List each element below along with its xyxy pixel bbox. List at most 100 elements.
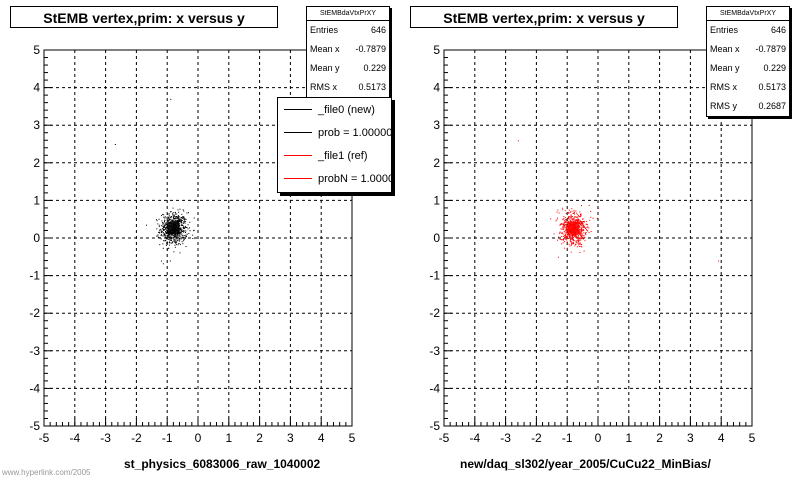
data-point	[590, 216, 592, 218]
stats-label: Entries	[310, 25, 339, 35]
data-point	[563, 226, 565, 228]
data-point	[187, 224, 189, 226]
data-point	[570, 237, 572, 239]
data-point	[580, 239, 582, 241]
x-tick-label: -1	[562, 431, 573, 445]
data-point	[176, 217, 178, 219]
data-point	[169, 235, 171, 237]
data-point	[155, 219, 157, 221]
data-point	[568, 243, 570, 245]
stats-value: 0.5173	[758, 82, 786, 92]
data-point	[178, 242, 180, 244]
data-point	[580, 222, 582, 224]
data-point	[580, 230, 582, 232]
data-point	[160, 225, 162, 227]
data-point	[566, 239, 568, 241]
data-point	[161, 215, 163, 217]
data-point	[578, 231, 580, 233]
data-point	[189, 230, 191, 232]
data-point	[169, 260, 171, 262]
data-point	[561, 228, 563, 230]
data-point	[165, 232, 167, 234]
data-point	[179, 243, 181, 245]
data-point	[577, 213, 579, 215]
data-point	[162, 222, 164, 224]
data-point	[562, 235, 564, 237]
data-point	[165, 229, 167, 231]
data-point	[164, 234, 166, 236]
data-point	[182, 217, 184, 219]
data-point	[179, 232, 181, 234]
data-point	[167, 213, 169, 215]
data-point	[565, 238, 567, 240]
data-point	[176, 236, 178, 238]
stats-value: -0.7879	[355, 44, 386, 54]
data-point	[164, 228, 166, 230]
x-tick-label: -5	[39, 431, 50, 445]
left-stats-row: Mean y 0.229	[307, 59, 389, 78]
data-point	[172, 241, 174, 243]
data-point	[576, 220, 578, 222]
data-point	[180, 220, 182, 222]
data-point	[579, 216, 581, 218]
data-point	[567, 212, 569, 214]
data-point	[559, 224, 561, 226]
data-point	[576, 240, 578, 242]
data-point	[177, 215, 179, 217]
data-point	[582, 223, 584, 225]
data-point	[565, 220, 567, 222]
data-point	[565, 224, 567, 226]
legend-line-icon	[284, 132, 312, 133]
data-point	[178, 216, 180, 218]
data-point	[175, 220, 177, 222]
data-point	[563, 231, 565, 233]
data-point	[186, 235, 188, 237]
data-point	[160, 228, 162, 230]
data-point	[170, 238, 172, 240]
data-point	[576, 246, 578, 248]
left-stats-name: StEMBdaVtxPrXY	[307, 7, 389, 21]
data-point	[184, 237, 186, 239]
data-point	[163, 234, 165, 236]
legend-line-icon	[284, 109, 312, 110]
data-point	[582, 226, 584, 228]
x-tick-label: -3	[100, 431, 111, 445]
legend-label: probN = 1.000000	[318, 172, 391, 185]
data-point	[582, 229, 584, 231]
data-point	[564, 231, 566, 233]
data-point	[182, 243, 184, 245]
data-point	[573, 219, 575, 221]
data-point	[183, 228, 185, 230]
data-point	[568, 235, 570, 237]
data-point	[568, 234, 570, 236]
data-point	[182, 209, 184, 211]
data-point	[578, 240, 580, 242]
data-point	[175, 218, 177, 220]
data-point	[570, 216, 572, 218]
data-point	[182, 215, 184, 217]
data-point	[559, 232, 561, 234]
data-point	[162, 223, 164, 225]
data-point	[566, 231, 568, 233]
data-point	[585, 227, 587, 229]
data-point	[178, 219, 180, 221]
data-point	[179, 226, 181, 228]
data-point	[584, 233, 586, 235]
data-point	[188, 232, 190, 234]
y-tick-label: -3	[29, 344, 40, 358]
data-point	[179, 208, 181, 210]
data-point	[582, 223, 584, 225]
data-point	[577, 216, 579, 218]
data-point	[179, 228, 181, 230]
y-tick-label: 2	[33, 156, 40, 170]
data-point	[175, 234, 177, 236]
data-point	[577, 235, 579, 237]
data-point	[173, 217, 175, 219]
data-point	[168, 241, 170, 243]
data-point	[576, 242, 578, 244]
data-point	[578, 241, 580, 243]
data-point	[580, 214, 582, 216]
stats-value: 0.5173	[358, 82, 386, 92]
data-point	[162, 263, 164, 265]
data-point	[556, 239, 558, 241]
